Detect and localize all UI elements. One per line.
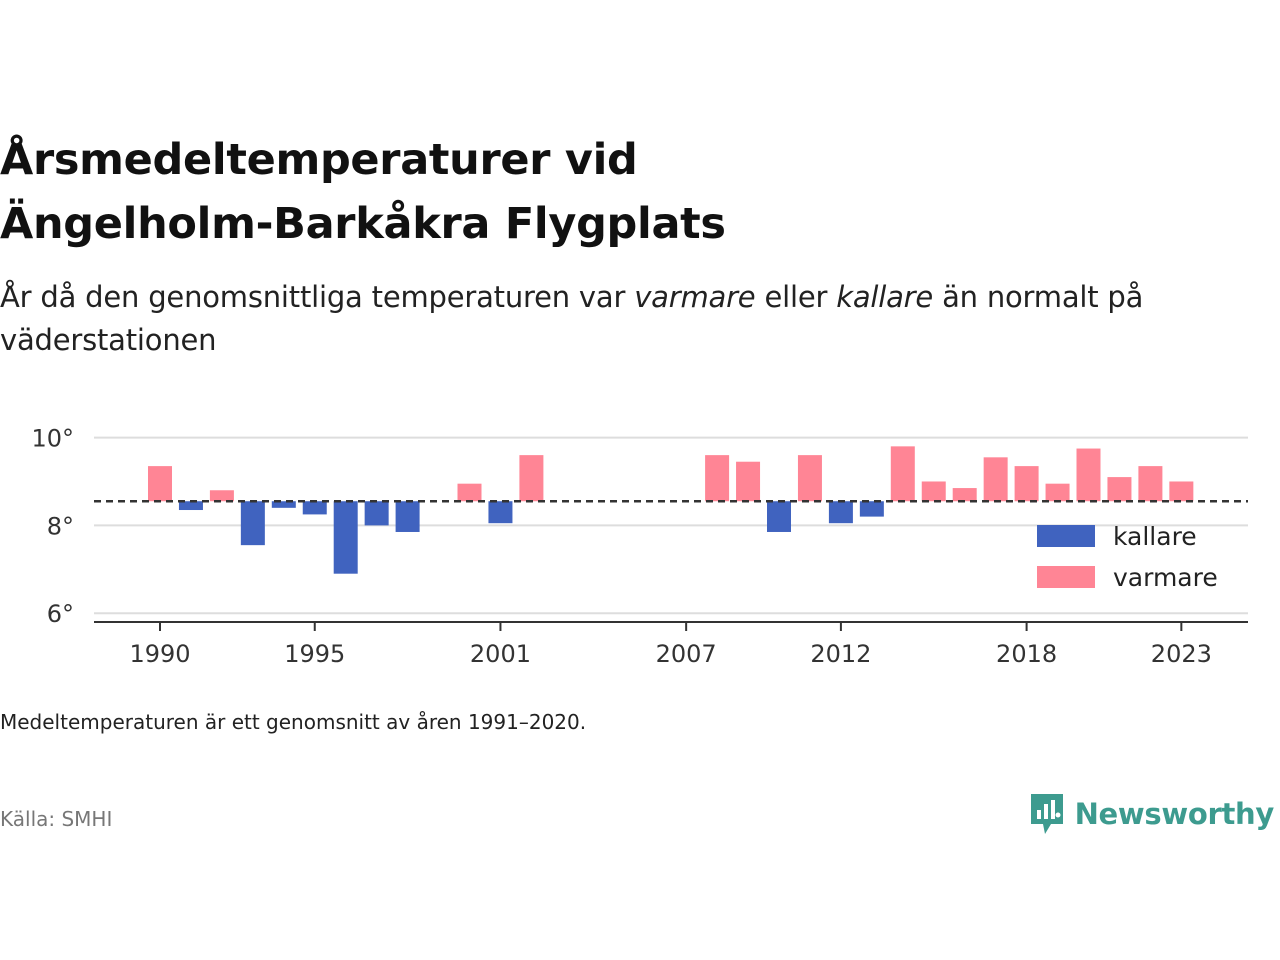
bar-warmer-2018 [1014, 466, 1039, 502]
bar-colder-2001 [488, 501, 513, 524]
source-credit: Källa: SMHI [0, 807, 113, 831]
bar-warmer-2008 [705, 455, 730, 502]
bar-warmer-2011 [797, 455, 822, 502]
bar-warmer-2017 [983, 457, 1008, 502]
x-tick-label: 2001 [470, 640, 531, 668]
chart-legend: kallare varmare [1037, 522, 1218, 592]
y-tick-label: 6° [47, 600, 74, 628]
subtitle-warm-word: varmare [634, 280, 756, 314]
bar-colder-2012 [828, 501, 853, 524]
bar-warmer-2002 [519, 455, 544, 502]
x-tick-label: 1995 [284, 640, 345, 668]
bar-warmer-2019 [1045, 483, 1070, 502]
x-axis: 1990 1995 2001 2007 2012 2018 2023 [94, 621, 1248, 668]
bar-colder-2013 [859, 501, 884, 517]
bar-warmer-2016 [952, 488, 977, 502]
legend-label-kallare: kallare [1113, 522, 1197, 551]
bar-warmer-2022 [1138, 466, 1163, 502]
chart-title-line-1: Årsmedeltemperaturer vid [0, 135, 638, 185]
bar-colder-1998 [395, 501, 420, 532]
subtitle-text-start: År då den genomsnittliga temperaturen va… [0, 280, 635, 314]
bar-warmer-2015 [921, 481, 946, 502]
legend-swatch-varmare [1037, 566, 1095, 588]
newsworthy-logo-icon [1030, 794, 1063, 834]
bar-warmer-2014 [890, 446, 915, 502]
bar-colder-2010 [767, 501, 791, 532]
y-tick-label: 8° [47, 512, 74, 540]
x-tick-label: 2007 [656, 640, 717, 668]
bar-colder-1993 [240, 501, 265, 546]
footnote: Medeltemperaturen är ett genomsnitt av å… [0, 710, 587, 734]
bar-colder-1994 [271, 501, 296, 508]
bar-colder-1997 [364, 501, 389, 526]
bar-warmer-2023 [1169, 481, 1194, 502]
legend-label-varmare: varmare [1113, 563, 1218, 592]
subtitle-cold-word: kallare [836, 280, 934, 314]
bar-warmer-2009 [736, 461, 761, 502]
chart-title: Årsmedeltemperaturer vid Ängelholm-Barkå… [0, 128, 1240, 256]
grid-lines: 6° 8° 10° [31, 425, 1248, 628]
temperature-bar-chart: 6° 8° 10° 1990 1995 2001 2007 2012 2018 2023 kal… [31, 425, 1248, 668]
x-tick-label: 1990 [129, 640, 190, 668]
bar-warmer-2021 [1107, 477, 1132, 502]
subtitle-text-end: än normalt på väderstationen [0, 280, 1144, 357]
brand-name: Newsworthy [1074, 797, 1275, 831]
x-tick-label: 2018 [996, 640, 1057, 668]
bar-warmer-1990 [148, 466, 172, 502]
chart-title-line-2: Ängelholm-Barkåkra Flygplats [0, 199, 726, 249]
legend-swatch-kallare [1037, 525, 1095, 547]
bar-colder-1996 [333, 501, 358, 574]
bar-warmer-2000 [457, 483, 482, 502]
bars [148, 446, 1194, 574]
bar-colder-1991 [178, 501, 203, 511]
chart-subtitle: År då den genomsnittliga temperaturen va… [0, 276, 1270, 362]
newsworthy-logo: Newsworthy [1029, 792, 1274, 836]
x-tick-label: 2023 [1151, 640, 1212, 668]
x-tick-label: 2012 [810, 640, 871, 668]
bar-colder-1995 [302, 501, 327, 515]
bar-warmer-1992 [209, 490, 234, 502]
subtitle-text-middle: eller [755, 280, 837, 314]
bar-warmer-2020 [1076, 448, 1101, 502]
y-tick-label: 10° [31, 425, 74, 453]
